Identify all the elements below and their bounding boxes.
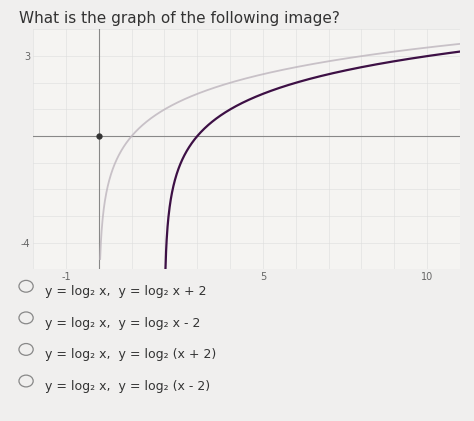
Text: y = log₂ x,  y = log₂ (x + 2): y = log₂ x, y = log₂ (x + 2): [45, 349, 216, 361]
Text: y = log₂ x,  y = log₂ x - 2: y = log₂ x, y = log₂ x - 2: [45, 317, 201, 330]
Text: What is the graph of the following image?: What is the graph of the following image…: [19, 11, 340, 26]
Text: y = log₂ x,  y = log₂ (x - 2): y = log₂ x, y = log₂ (x - 2): [45, 380, 210, 393]
Text: y = log₂ x,  y = log₂ x + 2: y = log₂ x, y = log₂ x + 2: [45, 285, 207, 298]
